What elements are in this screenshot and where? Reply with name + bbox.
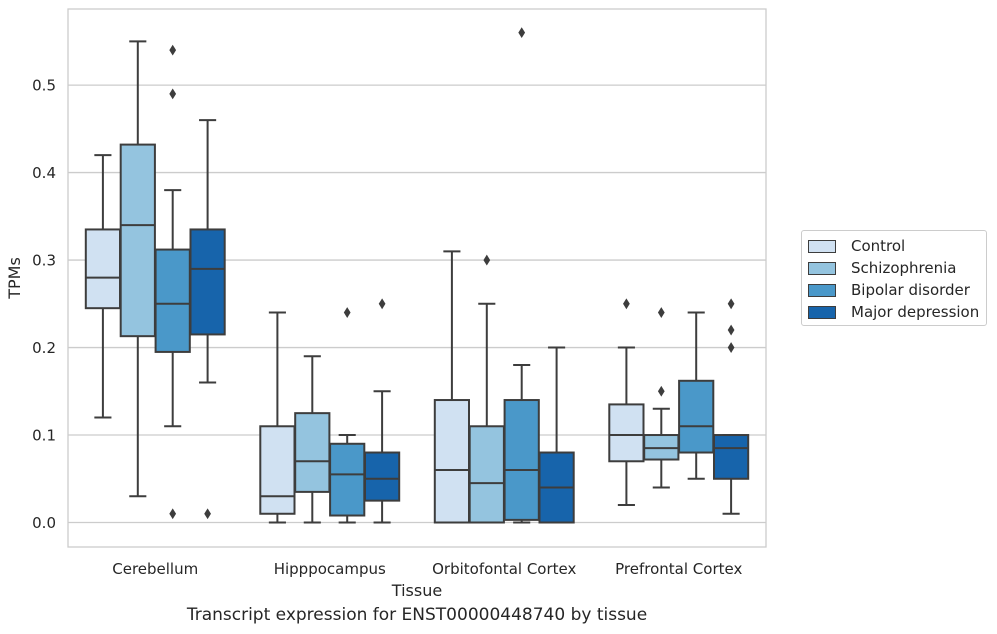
chart-caption: Transcript expression for ENST0000044874… (186, 605, 648, 625)
box (154, 44, 191, 520)
legend-swatch-major-depression (808, 305, 836, 319)
box (363, 298, 401, 524)
outlier-point (378, 298, 386, 310)
series-schizophrenia (119, 40, 680, 524)
y-tick-label: 0.2 (32, 339, 56, 357)
box (189, 119, 226, 520)
outlier-point (657, 385, 665, 397)
outlier-point (518, 27, 526, 39)
box (294, 355, 331, 524)
box-body (363, 451, 401, 502)
y-axis-ticks: 0.0 0.1 0.2 0.3 0.4 0.5 (32, 77, 56, 532)
box-body (154, 248, 191, 353)
outlier-point (343, 307, 351, 318)
box (329, 307, 366, 524)
y-tick-label: 0.5 (32, 77, 56, 95)
legend-swatch-schizophrenia (808, 261, 836, 275)
legend-item-control: Control (808, 236, 905, 256)
legend-item-bipolar-disorder: Bipolar disorder (808, 280, 970, 300)
outlier-point (727, 298, 735, 310)
outlier-point (657, 307, 665, 318)
x-tick-label: Cerebellum (112, 560, 198, 578)
box (468, 254, 505, 524)
box-body (503, 399, 540, 521)
outlier-point (169, 44, 177, 56)
box-body (468, 425, 505, 524)
plot-frame (67, 8, 767, 548)
box (643, 307, 680, 489)
box-body (259, 425, 296, 515)
box-body (678, 379, 715, 454)
legend-item-schizophrenia: Schizophrenia (808, 258, 956, 278)
legend-label-bipolar-disorder: Bipolar disorder (851, 281, 970, 299)
y-tick-label: 0.0 (32, 514, 56, 532)
box (678, 311, 715, 480)
box (259, 311, 296, 524)
box (503, 27, 540, 524)
box-body (712, 434, 750, 480)
box-body (433, 399, 471, 524)
y-tick-label: 0.4 (32, 164, 56, 182)
box-series (84, 27, 750, 524)
outlier-point (727, 342, 735, 353)
series-control (84, 154, 645, 524)
box-body (294, 412, 331, 493)
box-body (329, 442, 366, 517)
y-axis-label: TPMs (5, 257, 24, 300)
box-body (119, 143, 156, 338)
box (84, 154, 122, 419)
outlier-point (169, 508, 177, 520)
box-body (189, 228, 226, 336)
y-tick-label: 0.1 (32, 427, 56, 445)
outlier-point (483, 254, 491, 266)
box (433, 250, 471, 524)
box-body (84, 228, 122, 310)
legend-item-major-depression: Major depression (808, 302, 979, 322)
box (712, 298, 750, 515)
legend-label-major-depression: Major depression (851, 303, 980, 321)
box (119, 40, 156, 498)
x-tick-label: Orbitofontal Cortex (432, 560, 576, 578)
x-axis-label: Tissue (391, 581, 442, 600)
x-axis-ticks: Cerebellum Hipppocampus Orbitofontal Corte… (112, 560, 742, 578)
y-tick-label: 0.3 (32, 252, 56, 270)
legend-label-control: Control (851, 237, 906, 255)
outlier-point (204, 508, 211, 520)
series-major-depression (189, 119, 750, 524)
legend-label-schizophrenia: Schizophrenia (851, 259, 957, 277)
legend: Control Schizophrenia Bipolar disorder M… (801, 230, 987, 326)
x-tick-label: Prefrontal Cortex (615, 560, 742, 578)
legend-swatch-control (808, 239, 836, 253)
box (538, 346, 575, 524)
series-bipolar-disorder (154, 27, 715, 524)
box (608, 298, 645, 507)
outlier-point (169, 88, 177, 100)
x-tick-label: Hipppocampus (274, 560, 386, 578)
legend-swatch-bipolar-disorder (808, 283, 836, 297)
outlier-point (727, 324, 735, 336)
box-body (608, 403, 645, 463)
outlier-point (623, 298, 630, 310)
